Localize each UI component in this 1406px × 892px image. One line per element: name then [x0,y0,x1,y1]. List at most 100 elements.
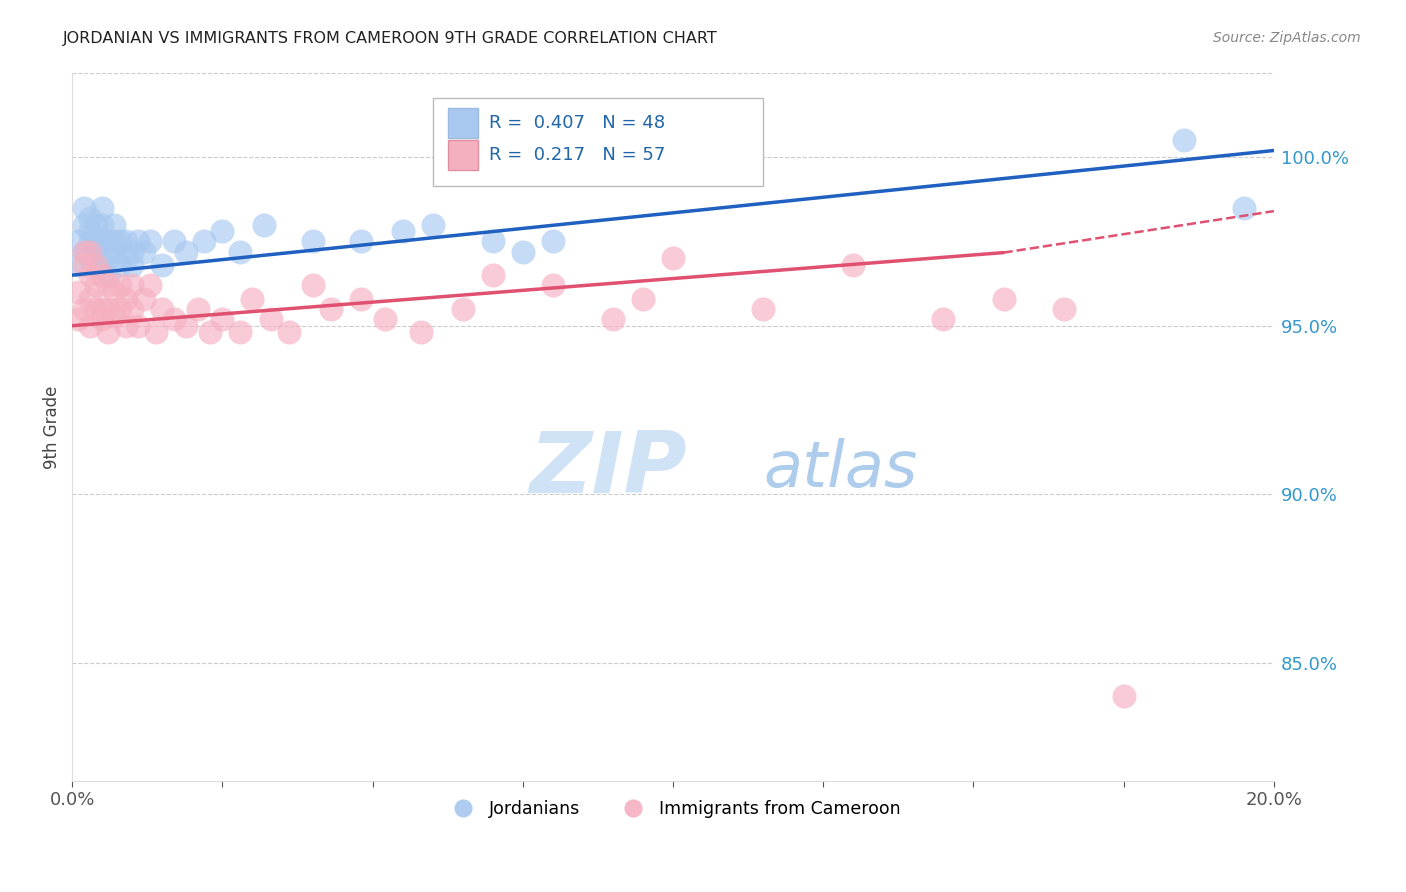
Point [259,312,281,326]
Point [127,235,149,249]
Point [110,258,132,272]
Point [211,224,233,238]
Point [121,301,143,316]
Point [200,326,222,340]
Point [1052,301,1074,316]
Point [84,235,107,249]
Y-axis label: 9th Grade: 9th Grade [44,385,60,468]
Text: Source: ZipAtlas.com: Source: ZipAtlas.com [1213,31,1361,45]
Point [211,312,233,326]
Point [97,252,120,266]
Point [127,318,149,333]
Point [631,292,654,306]
Point [103,235,125,249]
Point [115,235,138,249]
Point [91,252,114,266]
Point [110,301,132,316]
Point [73,201,96,215]
Point [121,244,143,259]
Point [176,318,198,333]
Point [150,301,173,316]
Point [84,244,107,259]
Point [253,218,276,232]
Point [79,318,101,333]
Point [229,244,252,259]
Point [103,244,125,259]
Point [91,312,114,326]
Point [115,252,138,266]
Point [229,326,252,340]
Point [79,224,101,238]
Point [301,278,323,293]
Point [1233,201,1256,215]
Point [242,292,264,306]
Point [91,268,114,282]
Text: R =  0.407   N = 48: R = 0.407 N = 48 [489,114,665,132]
Point [1112,690,1135,704]
Point [73,244,96,259]
Point [97,326,120,340]
Point [97,235,120,249]
Point [73,218,96,232]
Point [73,244,96,259]
Point [662,252,685,266]
Point [97,278,120,293]
Point [67,235,90,249]
Point [349,235,371,249]
Point [121,278,143,293]
Point [319,301,342,316]
Point [512,244,534,259]
Point [176,244,198,259]
Point [79,235,101,249]
Point [163,312,186,326]
Point [541,278,564,293]
Point [482,235,505,249]
Point [91,201,114,215]
Text: JORDANIAN VS IMMIGRANTS FROM CAMEROON 9TH GRADE CORRELATION CHART: JORDANIAN VS IMMIGRANTS FROM CAMEROON 9T… [63,31,718,46]
Point [1173,133,1195,147]
Point [103,218,125,232]
Point [84,258,107,272]
Point [67,258,90,272]
Point [349,292,371,306]
Point [79,292,101,306]
Point [79,211,101,225]
Point [84,278,107,293]
Bar [449,140,478,170]
Point [277,326,299,340]
Point [67,285,90,299]
Point [374,312,396,326]
Point [187,301,209,316]
Point [84,218,107,232]
Point [79,268,101,282]
Text: R =  0.217   N = 57: R = 0.217 N = 57 [489,146,665,164]
Point [79,244,101,259]
Point [115,292,138,306]
Point [842,258,865,272]
Point [79,252,101,266]
Point [84,301,107,316]
Point [134,244,156,259]
Point [422,218,444,232]
Point [993,292,1015,306]
Point [482,268,505,282]
Point [139,278,162,293]
Point [451,301,474,316]
Point [110,235,132,249]
Point [73,258,96,272]
Text: atlas: atlas [763,438,918,500]
Bar [449,108,478,138]
Point [67,312,90,326]
Point [391,224,413,238]
Point [145,326,167,340]
Point [139,235,162,249]
Point [409,326,432,340]
Point [73,301,96,316]
Point [91,218,114,232]
Point [91,235,114,249]
Point [97,301,120,316]
Point [134,292,156,306]
Point [97,268,120,282]
Legend: Jordanians, Immigrants from Cameroon: Jordanians, Immigrants from Cameroon [439,793,907,825]
Point [121,258,143,272]
